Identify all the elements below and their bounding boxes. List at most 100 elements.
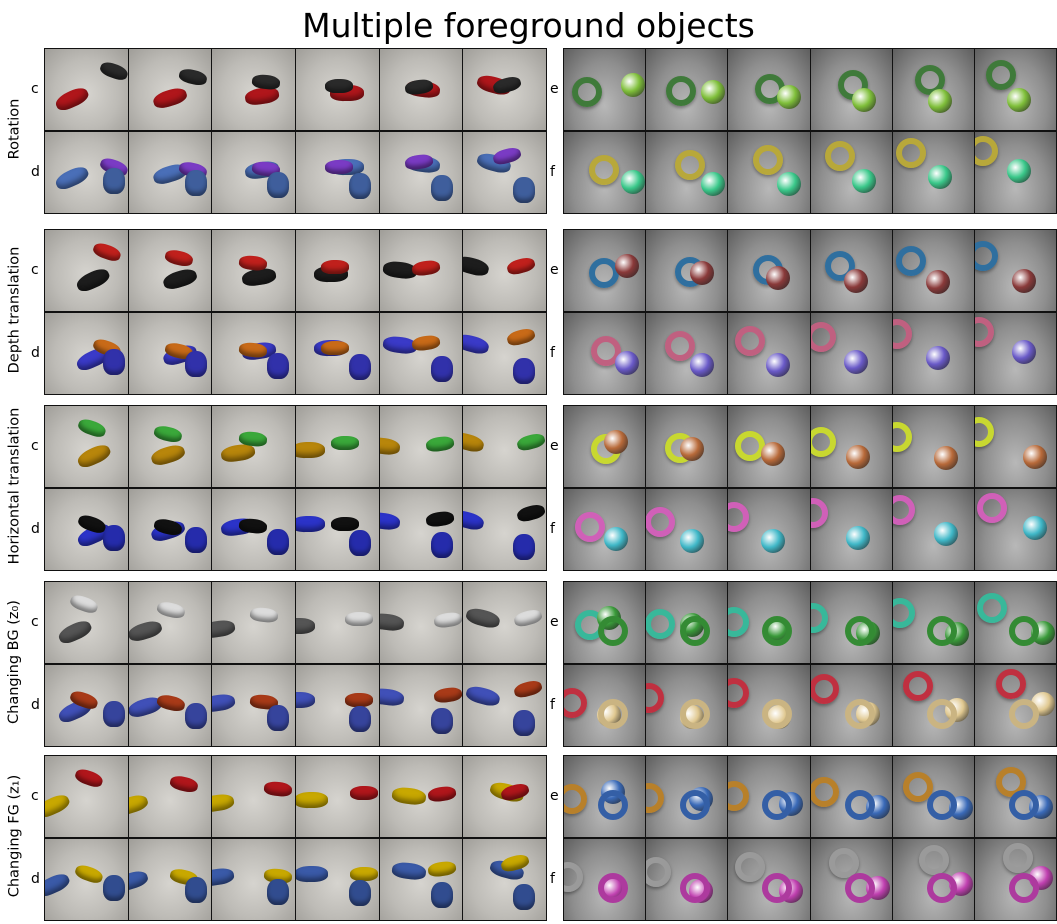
scene-thumbnail bbox=[645, 49, 728, 130]
sphere-object bbox=[615, 254, 640, 279]
scene-thumbnail bbox=[211, 313, 296, 394]
ring-object bbox=[762, 616, 793, 647]
scene-thumbnail bbox=[564, 406, 646, 487]
scene-thumbnail bbox=[645, 406, 728, 487]
row-label: d bbox=[31, 870, 40, 887]
scene-thumbnail bbox=[127, 230, 212, 311]
row-label: c bbox=[31, 437, 39, 454]
car-object bbox=[427, 860, 458, 878]
scene-thumbnail bbox=[211, 756, 296, 837]
scene-thumbnail bbox=[462, 132, 546, 213]
scene-thumbnail bbox=[45, 839, 128, 920]
sphere-object bbox=[700, 172, 725, 197]
car-object bbox=[163, 247, 195, 268]
sphere-object bbox=[933, 446, 958, 471]
car-object bbox=[155, 599, 186, 620]
right-image-strip bbox=[563, 312, 1057, 395]
ring-object bbox=[844, 790, 875, 821]
scene-thumbnail bbox=[45, 49, 128, 130]
ring-object bbox=[892, 421, 912, 452]
scene-thumbnail bbox=[645, 839, 728, 920]
scene-thumbnail bbox=[645, 582, 728, 663]
scene-thumbnail bbox=[45, 665, 128, 746]
scene-thumbnail bbox=[564, 489, 646, 570]
ring-object bbox=[974, 241, 998, 272]
ring-object bbox=[728, 606, 749, 637]
car-object bbox=[425, 434, 456, 453]
car-object bbox=[266, 878, 289, 905]
row-label: f bbox=[550, 163, 555, 180]
car-object bbox=[249, 606, 279, 624]
right-image-strip bbox=[563, 48, 1057, 131]
row-label: f bbox=[550, 870, 555, 887]
scene-thumbnail bbox=[809, 665, 892, 746]
sphere-object bbox=[760, 529, 785, 554]
left-image-strip bbox=[44, 405, 547, 488]
car-object bbox=[324, 159, 353, 174]
ring-object bbox=[985, 60, 1016, 91]
ring-object bbox=[1008, 790, 1039, 821]
ring-object bbox=[996, 767, 1027, 798]
car-object bbox=[330, 516, 360, 531]
ring-object bbox=[844, 616, 875, 647]
row-label: e bbox=[550, 437, 559, 454]
car-object bbox=[102, 168, 125, 195]
sphere-object bbox=[777, 172, 802, 197]
ring-object bbox=[926, 790, 957, 821]
scene-thumbnail bbox=[891, 489, 974, 570]
car-object bbox=[379, 612, 406, 633]
scene-thumbnail bbox=[45, 132, 128, 213]
car-object bbox=[296, 865, 329, 882]
sphere-object bbox=[690, 353, 715, 378]
car-object bbox=[512, 709, 535, 736]
scene-thumbnail bbox=[973, 665, 1056, 746]
car-object bbox=[266, 704, 289, 731]
scene-thumbnail bbox=[809, 756, 892, 837]
left-image-strip bbox=[44, 488, 547, 571]
scene-thumbnail bbox=[973, 839, 1056, 920]
scene-thumbnail bbox=[211, 665, 296, 746]
car-object bbox=[464, 683, 502, 708]
car-object bbox=[411, 334, 441, 352]
scene-thumbnail bbox=[973, 313, 1056, 394]
row-label: c bbox=[31, 261, 39, 278]
car-object bbox=[296, 791, 329, 809]
car-object bbox=[505, 326, 537, 348]
ring-object bbox=[844, 873, 875, 904]
ring-object bbox=[810, 322, 837, 353]
car-object bbox=[102, 349, 125, 376]
scene-thumbnail bbox=[378, 313, 463, 394]
right-image-strip bbox=[563, 405, 1057, 488]
car-object bbox=[45, 791, 72, 821]
car-object bbox=[321, 259, 350, 274]
row-label: e bbox=[550, 613, 559, 630]
car-object bbox=[515, 502, 546, 524]
row-label: d bbox=[31, 696, 40, 713]
scene-thumbnail bbox=[891, 756, 974, 837]
scene-thumbnail bbox=[809, 230, 892, 311]
scene-thumbnail bbox=[45, 313, 128, 394]
right-image-strip bbox=[563, 131, 1057, 214]
right-image-strip bbox=[563, 755, 1057, 838]
ring-object bbox=[810, 674, 840, 705]
scene-thumbnail bbox=[378, 230, 463, 311]
row-label: c bbox=[31, 787, 39, 804]
scene-thumbnail bbox=[809, 839, 892, 920]
row-label: d bbox=[31, 520, 40, 537]
scene-thumbnail bbox=[378, 582, 463, 663]
sphere-object bbox=[925, 270, 950, 295]
sphere-object bbox=[760, 441, 785, 466]
ring-object bbox=[589, 154, 620, 185]
sphere-object bbox=[765, 353, 790, 378]
car-object bbox=[53, 84, 91, 114]
row-label: d bbox=[31, 344, 40, 361]
ring-object bbox=[752, 145, 783, 176]
scene-thumbnail bbox=[127, 132, 212, 213]
car-object bbox=[348, 880, 371, 907]
ring-object bbox=[762, 699, 793, 730]
scene-thumbnail bbox=[809, 406, 892, 487]
sphere-object bbox=[680, 529, 705, 554]
car-object bbox=[266, 528, 289, 555]
right-image-strip bbox=[563, 229, 1057, 312]
car-object bbox=[73, 862, 105, 886]
